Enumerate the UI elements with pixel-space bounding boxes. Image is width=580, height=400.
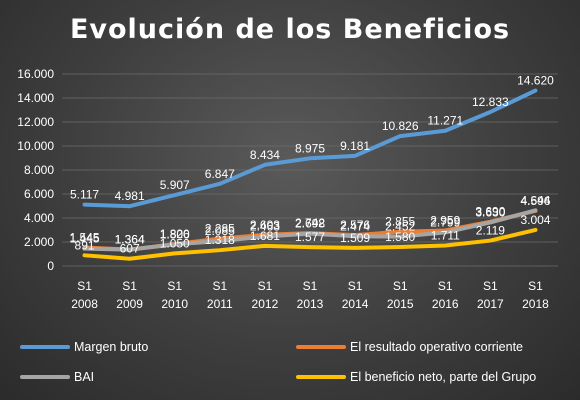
data-label: 9.181 xyxy=(340,139,370,153)
x-tick-label: S1 xyxy=(77,279,92,293)
legend-label: BAI xyxy=(74,370,94,384)
data-label: 2.474 xyxy=(340,219,370,233)
x-tick-label: S1 xyxy=(438,279,453,293)
data-label: 1.545 xyxy=(70,230,100,244)
x-tick-label: S1 xyxy=(348,279,363,293)
data-label: 2.576 xyxy=(340,218,370,232)
x-tick-label: S1 xyxy=(528,279,543,293)
data-label: 1.050 xyxy=(160,236,190,250)
data-label: 1.681 xyxy=(250,229,280,243)
y-tick-label: 10.000 xyxy=(17,139,54,153)
data-label: 2.742 xyxy=(295,216,325,230)
x-tick-label: 2009 xyxy=(116,297,143,311)
data-label: 5.907 xyxy=(160,178,190,192)
x-tick-label: S1 xyxy=(303,279,318,293)
data-label: 1.580 xyxy=(385,230,415,244)
x-tick-label: S1 xyxy=(122,279,137,293)
y-tick-label: 2.000 xyxy=(24,235,54,249)
data-label: 10.826 xyxy=(382,119,419,133)
legend-label: El resultado operativo corriente xyxy=(350,340,523,354)
data-label: 14.620 xyxy=(517,74,554,88)
data-labels: 5.117 4.981 5.907 6.847 8.434 8.975 9.181 10.82… xyxy=(70,74,555,256)
data-label: 891 xyxy=(75,238,95,252)
data-label: 3.004 xyxy=(520,213,550,227)
data-label: 2.603 xyxy=(250,218,280,232)
series-line xyxy=(82,88,538,209)
data-label: 2.085 xyxy=(205,224,235,238)
y-tick-label: 6.000 xyxy=(24,187,54,201)
y-tick-label: 4.000 xyxy=(24,211,54,225)
data-label: 2.799 xyxy=(430,215,460,229)
series-line xyxy=(82,208,538,252)
x-tick-label: 2012 xyxy=(252,297,279,311)
data-label: 6.847 xyxy=(205,167,235,181)
y-tick-label: 0 xyxy=(47,259,54,273)
data-label: 1.364 xyxy=(115,233,145,247)
x-tick-label: S1 xyxy=(212,279,227,293)
x-axis: S1 2008 S1 2009 S1 2010 S1 2011 S1 2012 S1 2013 S1 20… xyxy=(71,279,549,311)
x-tick-label: S1 xyxy=(258,279,273,293)
x-tick-label: 2011 xyxy=(207,297,233,311)
data-label: 2.855 xyxy=(385,215,415,229)
series-lines xyxy=(82,88,538,261)
data-label: 4.596 xyxy=(520,194,550,208)
x-tick-label: 2013 xyxy=(297,297,324,311)
data-label: 1.711 xyxy=(431,228,460,242)
data-label: 1.509 xyxy=(340,231,370,245)
data-label: 8.975 xyxy=(295,141,325,155)
series-line xyxy=(82,227,538,261)
data-label: 2.452 xyxy=(385,220,415,234)
x-tick-label: S1 xyxy=(483,279,498,293)
data-label: 1.318 xyxy=(205,233,235,247)
x-tick-label: 2016 xyxy=(432,297,459,311)
data-label: 2.463 xyxy=(250,219,280,233)
data-label: 1.445 xyxy=(70,232,100,246)
data-label: 3.690 xyxy=(475,205,505,219)
data-label: 5.117 xyxy=(70,188,99,202)
grid-lines xyxy=(62,73,558,267)
data-label: 3.630 xyxy=(475,205,505,219)
data-label: 2.285 xyxy=(205,222,235,236)
data-label: 12.833 xyxy=(472,95,509,109)
y-tick-label: 12.000 xyxy=(17,115,54,129)
data-label: 4.644 xyxy=(520,193,550,207)
legend-label: El beneficio neto, parte del Grupo xyxy=(350,370,536,384)
x-tick-label: 2008 xyxy=(71,297,98,311)
data-label: 2.119 xyxy=(476,224,505,238)
x-tick-label: 2014 xyxy=(342,297,369,311)
y-axis: 0 2.000 4.000 6.000 8.000 10.000 12.000 14.000 1… xyxy=(17,67,54,273)
x-tick-label: S1 xyxy=(393,279,408,293)
data-label: 1.577 xyxy=(295,230,325,244)
y-tick-label: 14.000 xyxy=(17,91,54,105)
chart-title: Evolución de los Beneficios xyxy=(69,14,511,45)
legend-label: Margen bruto xyxy=(74,340,148,354)
data-label: 607 xyxy=(120,242,140,256)
data-label: 2.698 xyxy=(295,217,325,231)
data-label: 1.820 xyxy=(160,227,190,241)
x-tick-label: 2017 xyxy=(477,297,504,311)
x-tick-label: 2015 xyxy=(387,297,414,311)
data-label: 1.806 xyxy=(160,227,190,241)
y-tick-label: 8.000 xyxy=(24,163,54,177)
legend: Margen bruto El resultado operativo corri… xyxy=(20,340,536,384)
data-label: 2.959 xyxy=(430,213,460,227)
data-label: 8.434 xyxy=(250,148,280,162)
x-tick-label: 2018 xyxy=(522,297,549,311)
data-label: 1.364 xyxy=(115,233,145,247)
x-tick-label: S1 xyxy=(167,279,182,293)
data-label: 11.271 xyxy=(427,114,463,128)
y-tick-label: 16.000 xyxy=(17,67,54,81)
x-tick-label: 2010 xyxy=(161,297,188,311)
data-label: 4.981 xyxy=(115,189,145,203)
